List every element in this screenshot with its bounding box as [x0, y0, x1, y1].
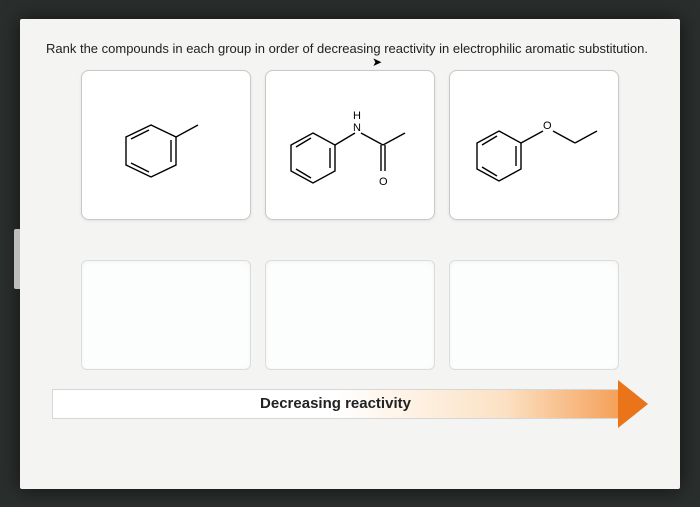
label-O: O — [379, 176, 388, 188]
reactivity-arrow: Decreasing reactivity — [52, 380, 648, 428]
cursor-icon: ➤ — [372, 55, 382, 69]
arrow-label: Decreasing reactivity — [260, 395, 411, 412]
compound-row: H N O O — [46, 70, 654, 220]
structure-phenetole: O — [459, 85, 609, 205]
drop-slot-2[interactable] — [265, 260, 435, 370]
compound-card-acetanilide[interactable]: H N O — [265, 70, 435, 220]
label-N: N — [353, 122, 361, 134]
arrow-body: Decreasing reactivity — [52, 389, 618, 419]
question-prompt: Rank the compounds in each group in orde… — [46, 41, 654, 56]
compound-card-phenetole[interactable]: O — [449, 70, 619, 220]
answer-row — [46, 260, 654, 370]
worksheet-sheet: Rank the compounds in each group in orde… — [20, 19, 680, 489]
label-H: H — [353, 110, 361, 122]
label-O-ether: O — [543, 120, 552, 132]
side-tab — [14, 229, 20, 289]
structure-acetanilide: H N O — [275, 75, 425, 215]
compound-card-toluene[interactable] — [81, 70, 251, 220]
drop-slot-1[interactable] — [81, 260, 251, 370]
structure-toluene — [106, 85, 226, 205]
drop-slot-3[interactable] — [449, 260, 619, 370]
arrow-head-icon — [618, 380, 648, 428]
